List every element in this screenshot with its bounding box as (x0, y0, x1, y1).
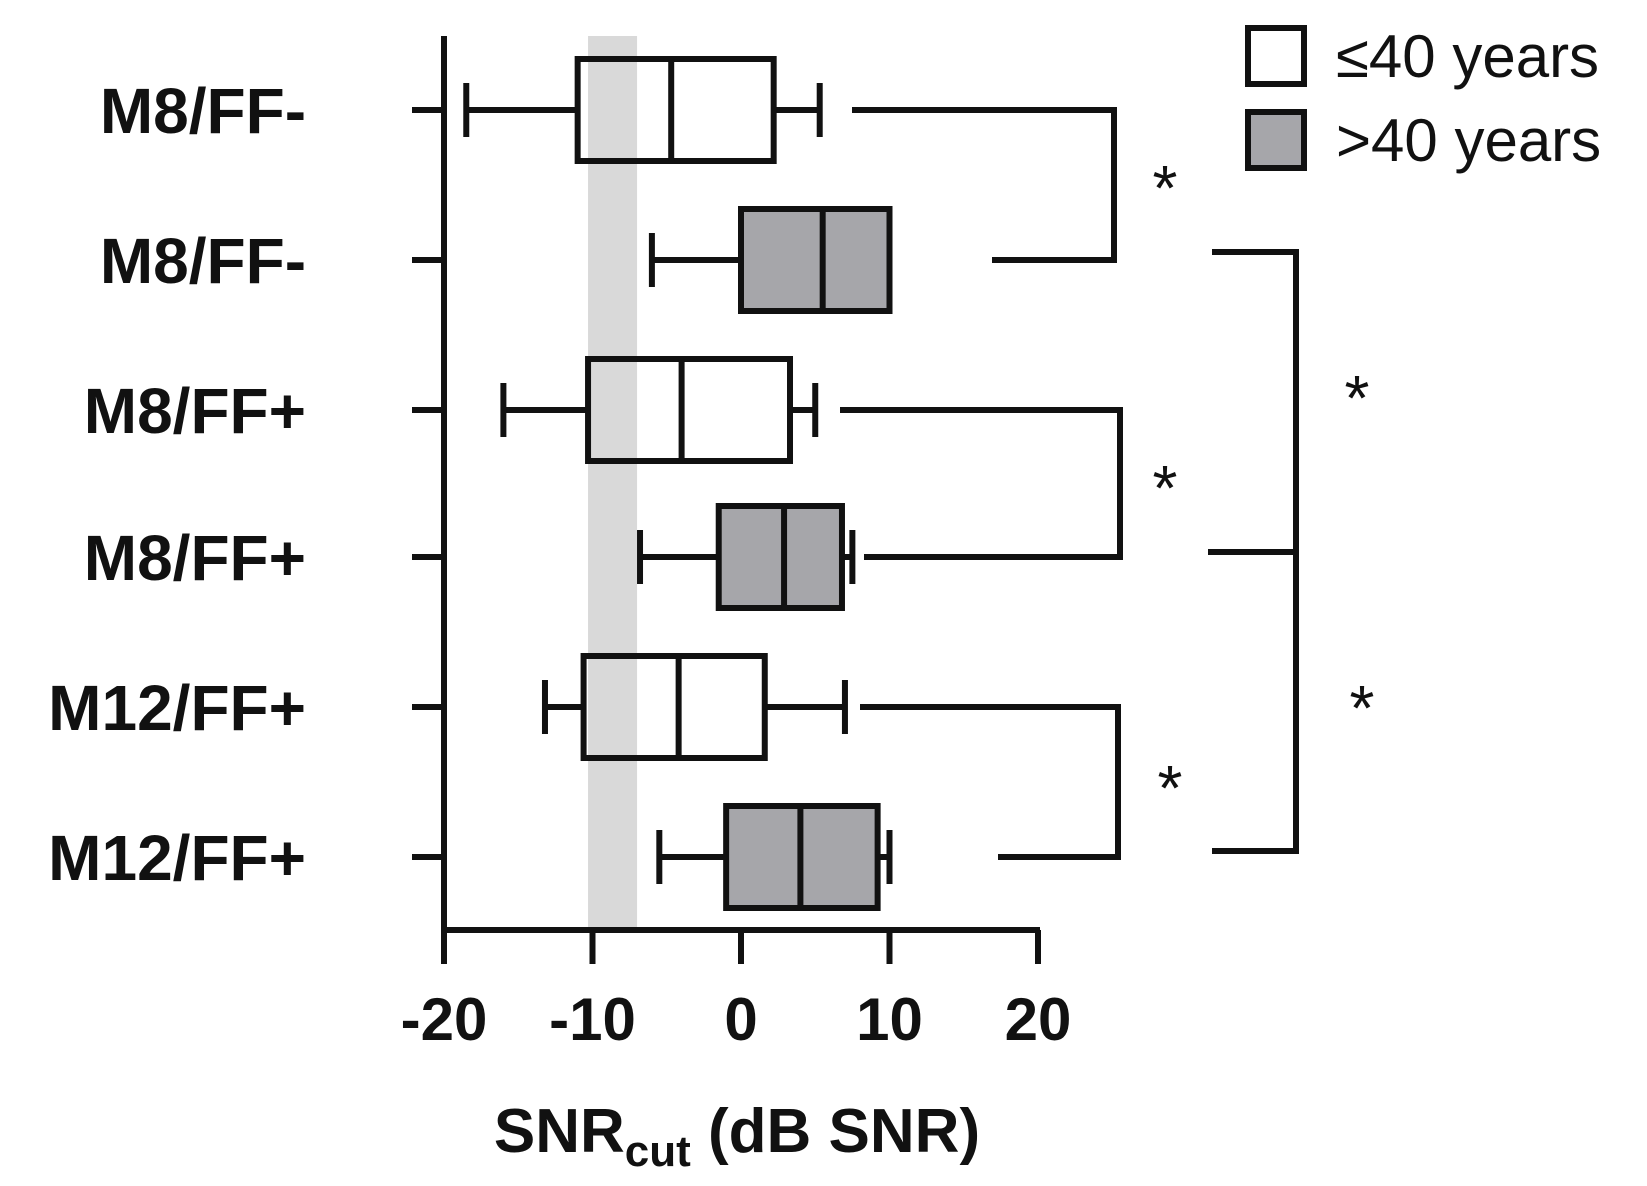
box-iqr (574, 56, 777, 164)
significance-star: * (1158, 752, 1183, 824)
box-2 (648, 206, 893, 314)
significance-star: * (1350, 672, 1375, 744)
x-tick-label: -20 (401, 986, 488, 1053)
box-iqr (585, 356, 794, 464)
x-tick-label: 20 (1005, 986, 1072, 1053)
category-label: M8/FF+ (84, 375, 306, 447)
significance-bracket (840, 407, 1123, 560)
legend-swatch (1245, 109, 1307, 171)
shaded-reference-band (588, 36, 638, 930)
legend-label: ≤40 years (1336, 23, 1599, 90)
category-label: M8/FF- (100, 75, 306, 147)
x-tick-label: -10 (549, 986, 636, 1053)
box-6 (656, 803, 893, 911)
box-iqr (715, 503, 845, 611)
box-iqr (738, 206, 893, 314)
category-label: M8/FF- (100, 225, 306, 297)
legend-swatch (1245, 25, 1307, 87)
x-tick-label: 10 (856, 986, 923, 1053)
x-axis-title: SNRcut (dB SNR) (494, 1097, 980, 1176)
box-4 (637, 503, 856, 611)
box-iqr (580, 653, 768, 761)
box-3 (500, 356, 819, 464)
legend-label: >40 years (1336, 107, 1601, 174)
category-label: M12/FF+ (48, 822, 306, 894)
box-1 (463, 56, 823, 164)
significance-star: * (1153, 152, 1178, 224)
category-label: M12/FF+ (48, 672, 306, 744)
significance-star: * (1345, 362, 1370, 434)
significance-bracket (860, 704, 1121, 860)
box-5 (541, 653, 848, 761)
x-tick-label: 0 (724, 986, 757, 1053)
significance-star: * (1153, 452, 1178, 524)
category-label: M8/FF+ (84, 522, 306, 594)
significance-bracket (852, 107, 1117, 263)
